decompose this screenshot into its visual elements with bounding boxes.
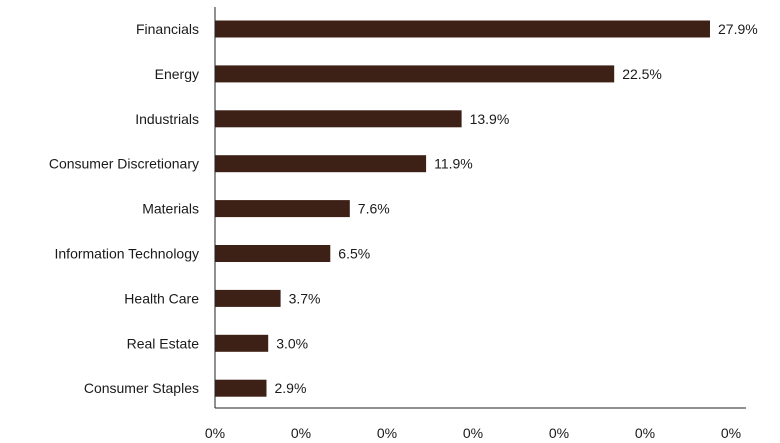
x-tick-label: 0% bbox=[635, 425, 655, 441]
bar-real-estate bbox=[215, 334, 269, 352]
category-label-consumer-discretionary: Consumer Discretionary bbox=[49, 156, 199, 172]
x-tick-label: 0% bbox=[721, 425, 741, 441]
x-tick-label: 0% bbox=[377, 425, 397, 441]
value-label-consumer-discretionary: 11.9% bbox=[434, 156, 473, 172]
category-label-financials: Financials bbox=[136, 21, 199, 37]
value-label-energy: 22.5% bbox=[622, 66, 662, 82]
x-tick-label: 0% bbox=[291, 425, 311, 441]
value-label-real-estate: 3.0% bbox=[276, 335, 308, 351]
bar-financials bbox=[215, 20, 710, 38]
x-tick-label: 0% bbox=[549, 425, 569, 441]
bar-information-technology bbox=[215, 245, 331, 262]
category-label-industrials: Industrials bbox=[135, 111, 199, 127]
category-label-energy: Energy bbox=[155, 66, 199, 82]
category-label-health-care: Health Care bbox=[124, 290, 199, 306]
value-label-health-care: 3.7% bbox=[289, 290, 321, 306]
axis-layer: Financials 27.9% Energy 22.5% Industrials 13.… bbox=[49, 7, 758, 441]
bars-layer bbox=[215, 20, 710, 397]
value-label-industrials: 13.9% bbox=[470, 111, 510, 127]
value-label-financials: 27.9% bbox=[718, 21, 758, 37]
bar-energy bbox=[215, 65, 615, 83]
bar-industrials bbox=[215, 110, 462, 128]
x-tick-label: 0% bbox=[463, 425, 483, 441]
bar-consumer-staples bbox=[215, 379, 267, 397]
category-label-materials: Materials bbox=[142, 201, 199, 217]
x-tick-label: 0% bbox=[205, 425, 225, 441]
bar-consumer-discretionary bbox=[215, 155, 427, 173]
category-label-consumer-staples: Consumer Staples bbox=[84, 380, 199, 396]
category-label-information-technology: Information Technology bbox=[55, 246, 200, 262]
category-label-real-estate: Real Estate bbox=[127, 335, 200, 351]
value-label-consumer-staples: 2.9% bbox=[275, 380, 307, 396]
bar-health-care bbox=[215, 289, 281, 307]
bar-materials bbox=[215, 200, 350, 218]
value-label-materials: 7.6% bbox=[358, 201, 390, 217]
value-label-information-technology: 6.5% bbox=[338, 246, 370, 262]
